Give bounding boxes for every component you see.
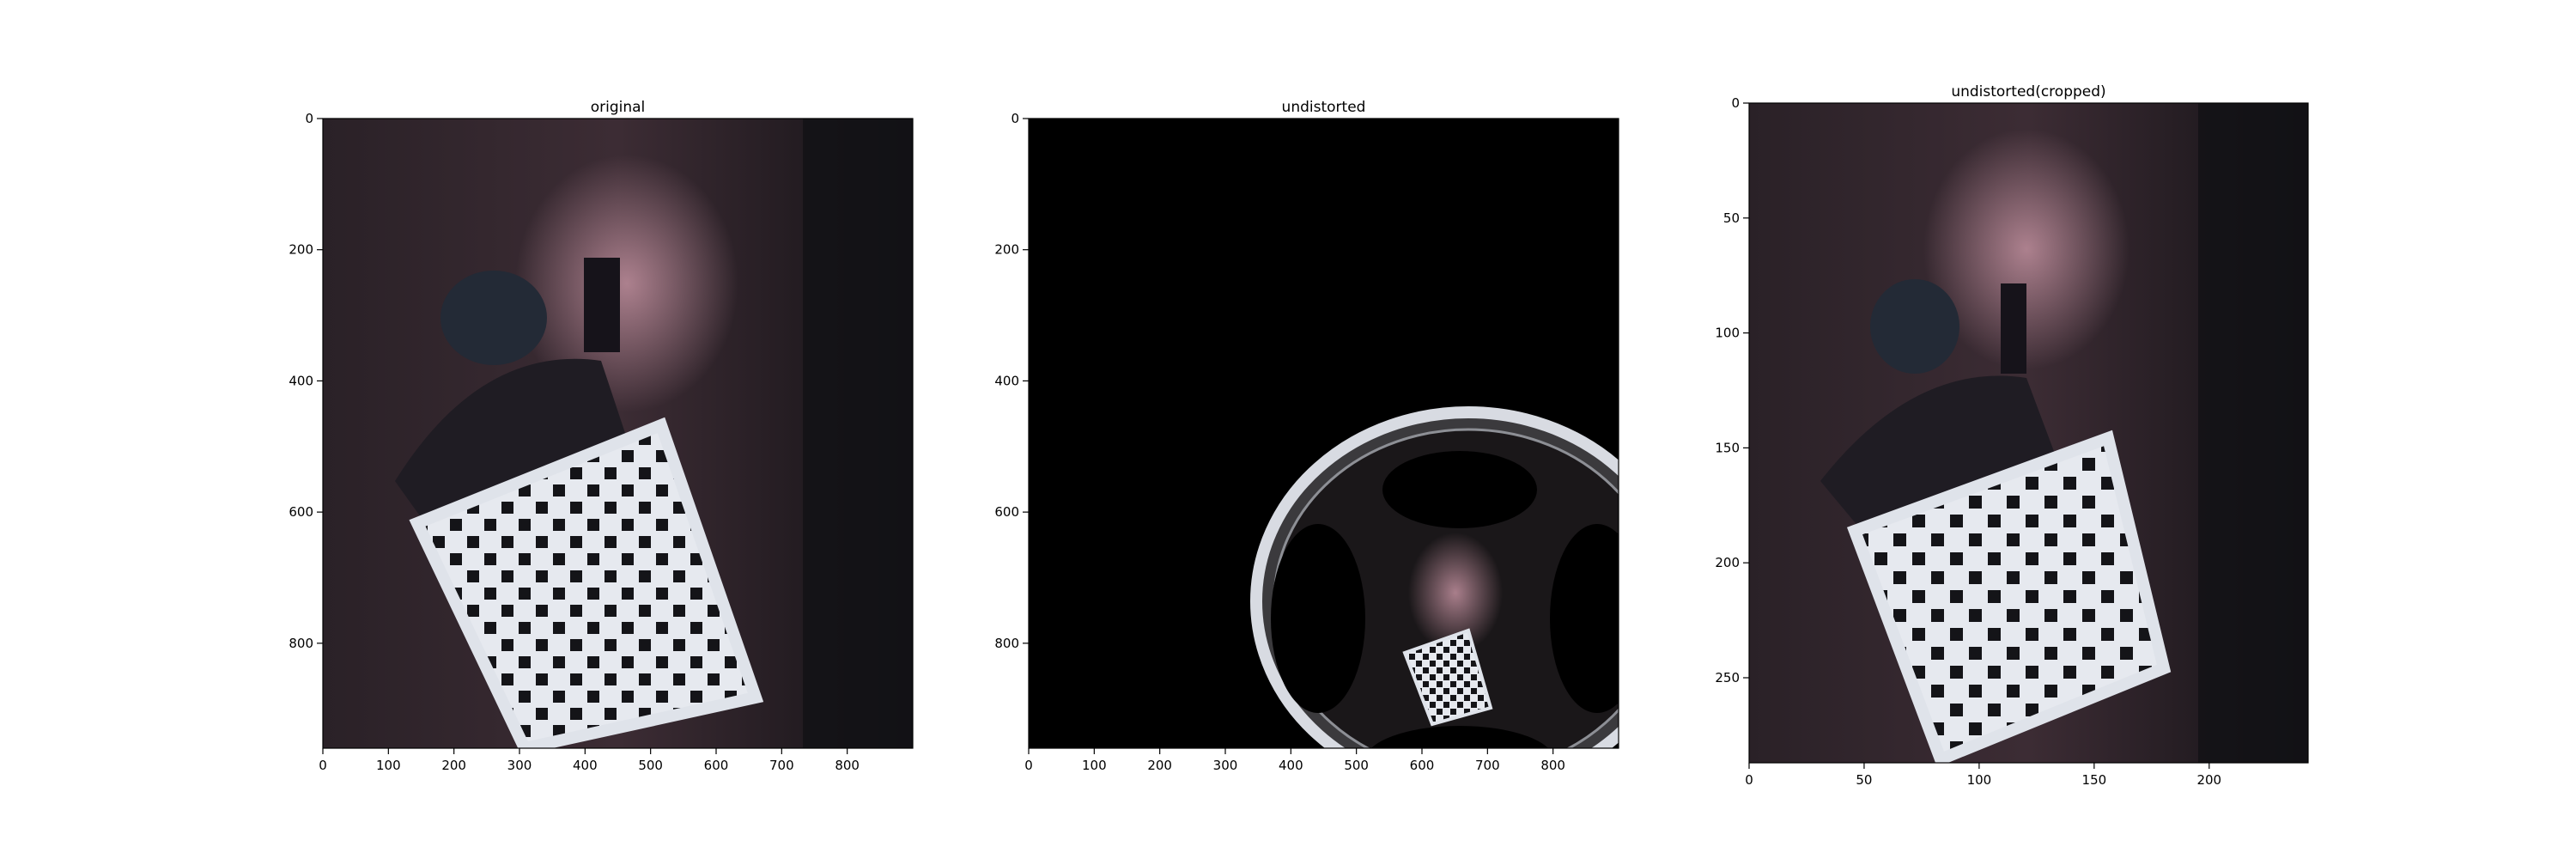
- image-original: [323, 119, 913, 748]
- y-tick-label: 200: [994, 242, 1019, 258]
- x-tick-label: 600: [704, 758, 729, 773]
- x-tick-label: 100: [1082, 758, 1107, 773]
- image-checkerboard: [1846, 430, 2172, 763]
- x-tick-label: 500: [638, 758, 663, 773]
- y-tick-label: 800: [994, 636, 1019, 651]
- y-ticks-undistorted: 0 200 400 600 800: [994, 111, 1029, 651]
- image-dark-lobe-top: [1382, 451, 1537, 528]
- x-tick-label: 400: [573, 758, 598, 773]
- y-tick-label: 400: [994, 373, 1019, 388]
- y-tick-label: 250: [1715, 670, 1740, 685]
- y-ticks-undistorted-cropped: 0 50 100 150 200 250: [1715, 95, 1749, 685]
- y-ticks-original: 0 200 400 600 800: [289, 111, 323, 651]
- x-tick-label: 100: [1967, 772, 1992, 788]
- x-tick-label: 500: [1344, 758, 1369, 773]
- panel-title-undistorted-cropped: undistorted(cropped): [1951, 83, 2105, 101]
- axes-frame-undistorted-cropped: [1748, 102, 2309, 764]
- y-tick-label: 100: [1715, 326, 1740, 341]
- x-tick-label: 800: [835, 758, 860, 773]
- y-tick-label: 0: [1731, 95, 1740, 111]
- x-tick-label: 300: [1213, 758, 1238, 773]
- x-tick-label: 800: [1540, 758, 1565, 773]
- x-tick-label: 0: [1024, 758, 1033, 773]
- x-tick-label: 700: [769, 758, 794, 773]
- y-tick-label: 0: [1011, 111, 1019, 126]
- y-tick-label: 150: [1715, 440, 1740, 455]
- panel-original: original 0 100 200 300 400 500 600 700 800 0 200 4…: [289, 99, 914, 773]
- x-tick-label: 200: [1147, 758, 1172, 773]
- y-tick-label: 600: [289, 504, 313, 520]
- x-ticks-original: 0 100 200 300 400 500 600 700 800: [319, 748, 860, 773]
- axes-frame-undistorted: [1028, 118, 1619, 749]
- image-small-checkerboard: [1402, 628, 1493, 727]
- image-person-head: [1870, 279, 1959, 374]
- image-dark-lobe-left: [1271, 524, 1365, 713]
- image-door-dark: [2001, 283, 2026, 374]
- y-tick-label: 50: [1723, 210, 1740, 226]
- image-right-wall: [2198, 103, 2308, 763]
- image-undistorted-cropped: [1749, 103, 2308, 763]
- x-tick-label: 0: [1745, 772, 1753, 788]
- y-tick-label: 200: [1715, 555, 1740, 570]
- y-tick-label: 800: [289, 636, 313, 651]
- y-tick-label: 0: [305, 111, 313, 126]
- image-right-wall: [803, 119, 913, 748]
- x-tick-label: 50: [1856, 772, 1872, 788]
- x-tick-label: 0: [319, 758, 327, 773]
- panel-undistorted: undistorted 0 100 200 300 400 500 600 700 800 0 2…: [994, 99, 1619, 773]
- image-center-glow: [1408, 533, 1503, 653]
- x-tick-label: 200: [2196, 772, 2221, 788]
- x-tick-label: 100: [376, 758, 401, 773]
- y-tick-label: 600: [994, 504, 1019, 520]
- image-dark-lobe-bottom: [1370, 726, 1549, 748]
- image-dark-lobe-right: [1550, 524, 1619, 713]
- image-door-dark: [584, 258, 620, 352]
- x-ticks-undistorted-cropped: 0 50 100 150 200: [1745, 763, 2221, 788]
- x-tick-label: 400: [1279, 758, 1303, 773]
- panel-undistorted-cropped: undistorted(cropped) 0 50 100 150 200 0 50 100…: [1715, 83, 2309, 788]
- panel-title-original: original: [591, 99, 646, 116]
- x-tick-label: 700: [1475, 758, 1500, 773]
- y-tick-label: 200: [289, 242, 313, 258]
- x-tick-label: 600: [1410, 758, 1435, 773]
- image-checkerboard: [409, 417, 764, 748]
- image-person-head: [440, 271, 547, 365]
- x-ticks-undistorted: 0 100 200 300 400 500 600 700 800: [1024, 748, 1565, 773]
- y-tick-label: 400: [289, 373, 313, 388]
- image-undistorted: [1029, 119, 1619, 748]
- panel-title-undistorted: undistorted: [1282, 99, 1366, 116]
- axes-frame-original: [322, 118, 914, 749]
- x-tick-label: 150: [2082, 772, 2107, 788]
- x-tick-label: 300: [507, 758, 532, 773]
- x-tick-label: 200: [441, 758, 466, 773]
